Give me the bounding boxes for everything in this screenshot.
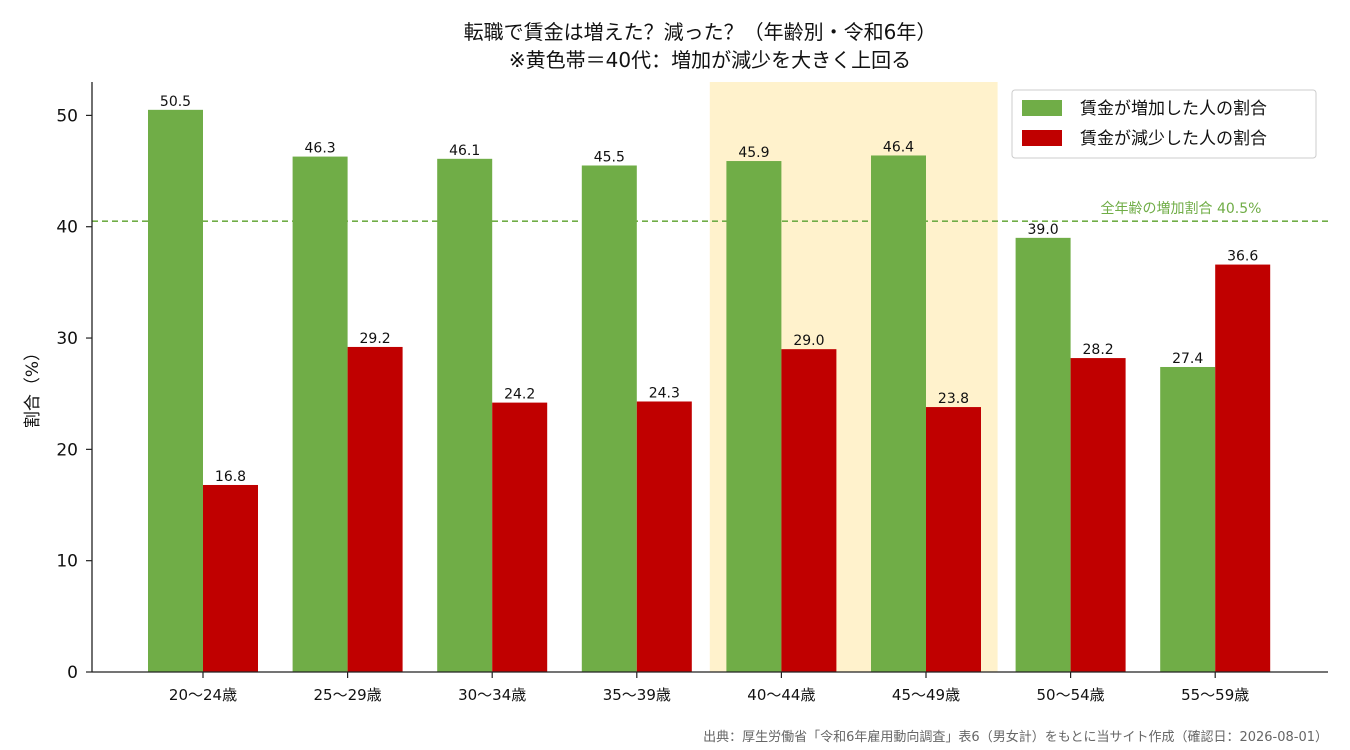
y-tick-label-3: 30 — [56, 329, 78, 349]
data-label-decrease-0: 16.8 — [215, 469, 246, 485]
data-label-increase-7: 27.4 — [1172, 351, 1203, 367]
x-tick-label-3: 35〜39歳 — [603, 686, 671, 704]
bar-decrease-6 — [1070, 358, 1126, 672]
bar-increase-7 — [1160, 366, 1216, 672]
data-label-increase-6: 39.0 — [1028, 222, 1059, 238]
y-axis-label: 割合（%） — [23, 344, 43, 428]
x-tick-label-5: 45〜49歳 — [892, 686, 960, 704]
reference-line-label: 全年齢の増加割合 40.5% — [1101, 200, 1262, 217]
data-label-decrease-3: 24.3 — [649, 385, 680, 401]
axes-layer: 0 10 20 30 40 50 20〜24歳 25〜29歳 30〜34歳 35〜39歳 40〜44… — [56, 82, 1328, 704]
legend-swatch-decrease — [1022, 130, 1062, 146]
data-label-decrease-7: 36.6 — [1227, 249, 1258, 265]
y-tick-label-1: 10 — [56, 552, 78, 572]
bar-decrease-3 — [636, 401, 692, 672]
source-note: 出典：厚生労働省「令和6年雇用動向調査」表6（男女計）をもとに当サイト作成（確認… — [703, 729, 1328, 745]
legend-swatch-increase — [1022, 100, 1062, 116]
bar-increase-2 — [437, 158, 493, 672]
bar-increase-4 — [726, 161, 782, 673]
data-label-decrease-1: 29.2 — [360, 331, 391, 347]
bar-decrease-4 — [781, 349, 837, 672]
x-tick-label-7: 55〜59歳 — [1181, 686, 1249, 704]
bar-decrease-2 — [492, 402, 548, 672]
data-label-increase-3: 45.5 — [594, 149, 625, 165]
data-label-increase-1: 46.3 — [305, 141, 336, 157]
x-tick-label-1: 25〜29歳 — [314, 686, 382, 704]
data-label-decrease-5: 23.8 — [938, 391, 969, 407]
x-tick-label-0: 20〜24歳 — [169, 686, 237, 704]
bar-decrease-7 — [1215, 264, 1271, 672]
legend-label-increase: 賃金が増加した人の割合 — [1080, 99, 1267, 119]
legend-label-decrease: 賃金が減少した人の割合 — [1080, 129, 1267, 149]
bar-increase-1 — [292, 156, 348, 672]
bars-layer — [148, 109, 1271, 673]
legend: 賃金が増加した人の割合 賃金が減少した人の割合 — [1011, 89, 1317, 159]
data-label-decrease-4: 29.0 — [793, 333, 824, 349]
bar-increase-5 — [871, 155, 926, 673]
data-label-increase-2: 46.1 — [449, 143, 480, 159]
bar-decrease-0 — [203, 484, 258, 672]
y-tick-label-0: 0 — [67, 663, 78, 683]
data-labels-layer: 50.5 46.3 46.1 45.5 45.9 46.4 39.0 27.4 16.8 29.2… — [160, 94, 1258, 485]
chart-title: 転職で賃金は増えた？減った？（年齢別・令和6年） — [464, 20, 937, 44]
data-label-increase-4: 45.9 — [738, 145, 769, 161]
y-tick-label-5: 50 — [56, 106, 78, 126]
bar-decrease-5 — [926, 407, 981, 672]
bar-decrease-1 — [347, 346, 403, 672]
bar-increase-6 — [1015, 237, 1071, 672]
data-label-decrease-6: 28.2 — [1083, 342, 1114, 358]
bar-increase-3 — [581, 165, 637, 672]
y-tick-label-4: 40 — [56, 218, 78, 238]
chart-subtitle: ※黄色帯＝40代：増加が減少を大きく上回る — [509, 48, 911, 72]
legend-frame — [1011, 89, 1317, 159]
data-label-increase-0: 50.5 — [160, 94, 191, 110]
data-label-decrease-2: 24.2 — [504, 387, 535, 403]
y-tick-label-2: 20 — [56, 440, 78, 460]
x-tick-label-4: 40〜44歳 — [747, 686, 815, 704]
data-label-increase-5: 46.4 — [883, 139, 914, 155]
x-tick-label-6: 50〜54歳 — [1037, 686, 1105, 704]
bar-increase-0 — [148, 109, 203, 672]
x-tick-label-2: 30〜34歳 — [458, 686, 526, 704]
